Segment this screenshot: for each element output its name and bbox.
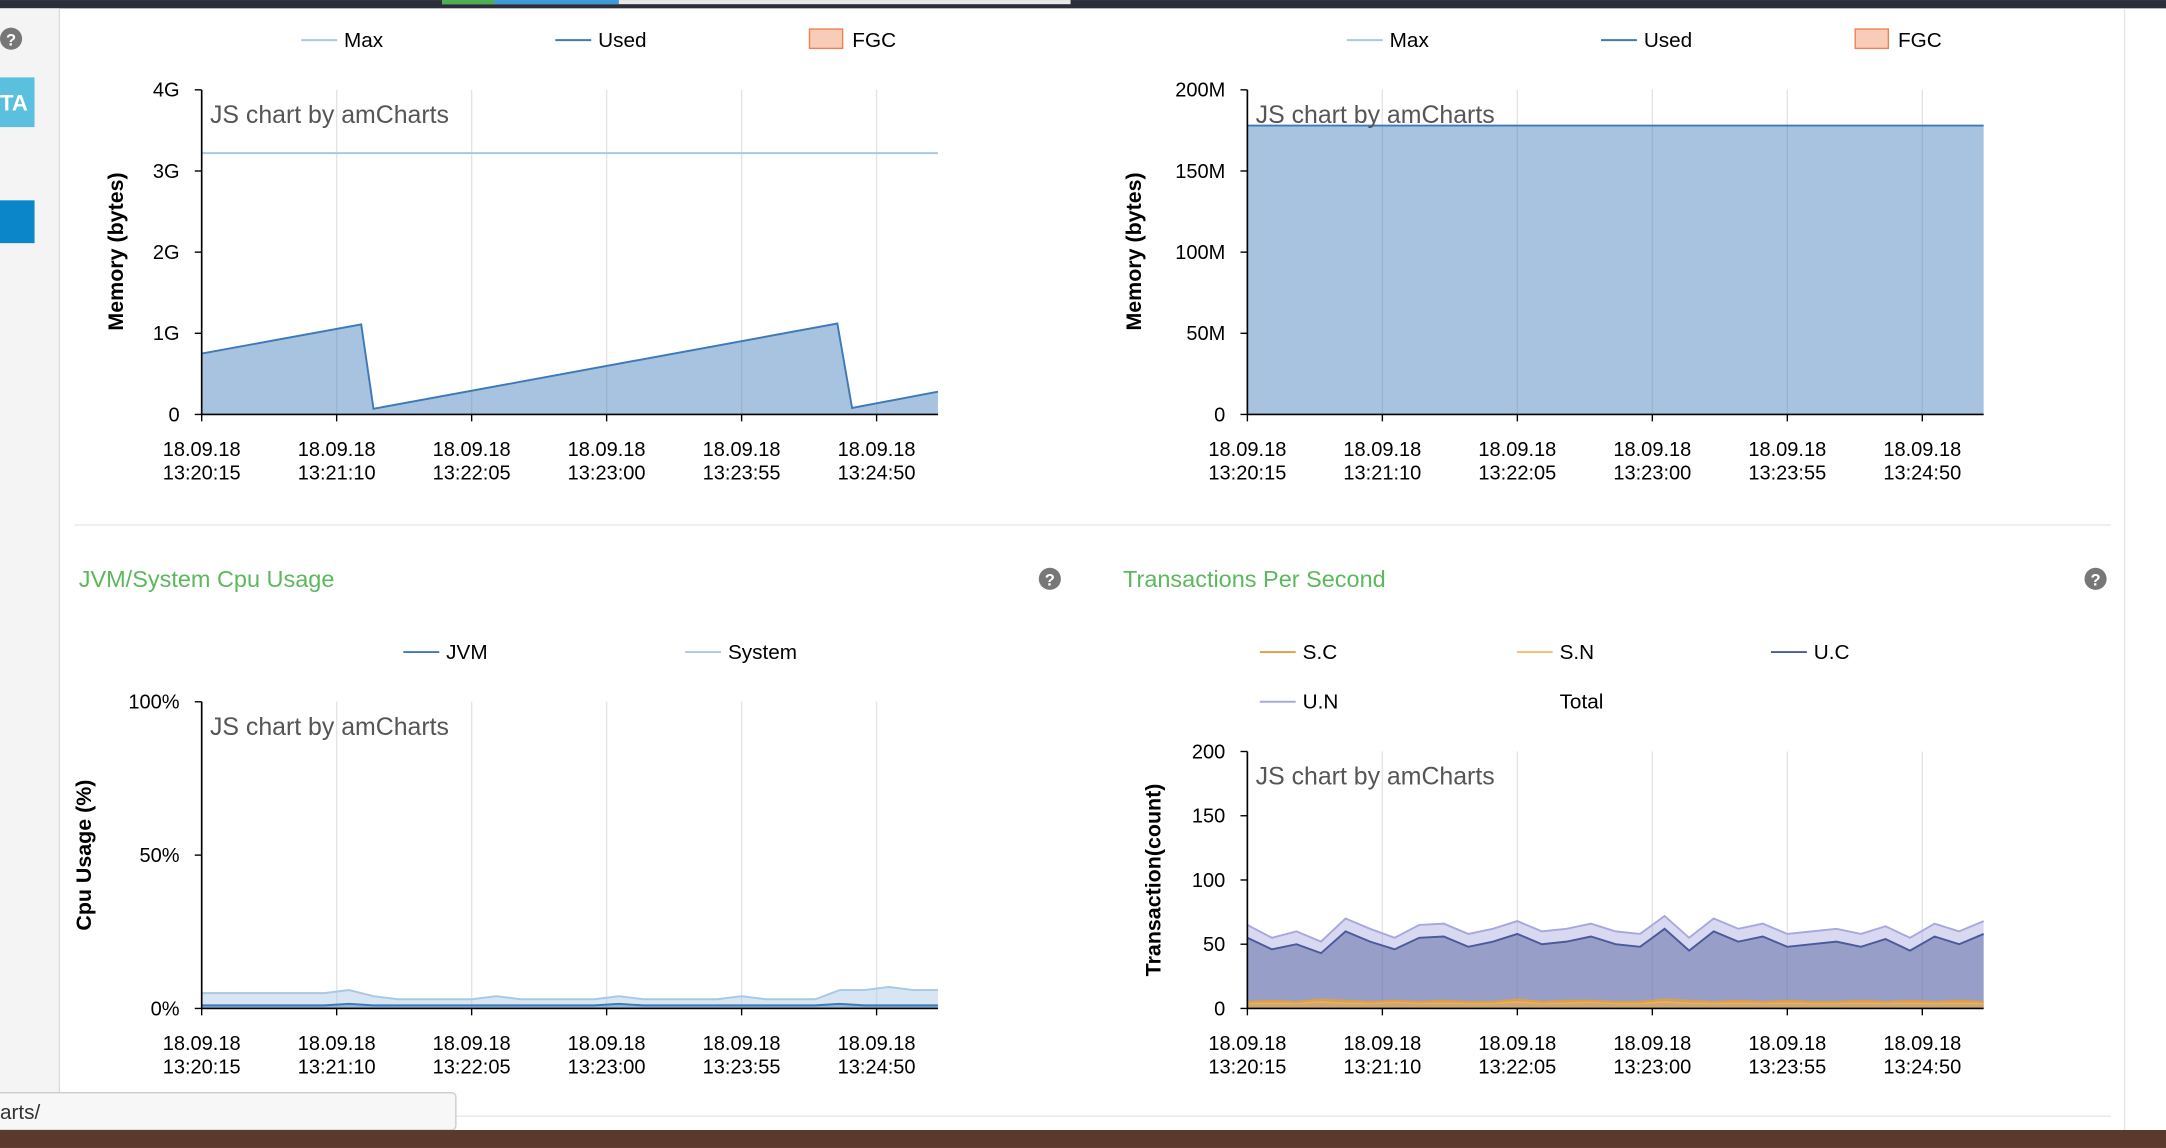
y-tick-label: 50: [1203, 934, 1225, 956]
badge-text: TA: [0, 91, 28, 116]
series-line: [201, 1002, 938, 1007]
y-tick-label: 4G: [153, 80, 180, 102]
legend-marker: [1854, 28, 1890, 50]
y-tick-label: 200M: [1175, 80, 1225, 102]
legend-label: S.C: [1303, 641, 1338, 664]
y-tick-label: 0: [1214, 404, 1225, 426]
y-axis-title: Cpu Usage (%): [72, 780, 96, 931]
tab-progress: [494, 0, 619, 5]
x-tick-label: 18.09.18 13:24:50: [1883, 439, 1961, 484]
x-tick-label: 18.09.18 13:22:05: [433, 439, 511, 484]
legend-label: Used: [1644, 29, 1692, 52]
x-tick-label: 18.09.18 13:23:00: [568, 1033, 646, 1078]
watermark: JS chart by amCharts: [210, 713, 449, 741]
y-tick-label: 150: [1192, 806, 1225, 828]
y-tick-label: 0%: [151, 998, 180, 1020]
y-tick-label: 200: [1192, 741, 1225, 763]
x-tick-label: 18.09.18 13:20:15: [163, 1033, 241, 1078]
area-fill: [1247, 915, 1984, 1009]
x-tick-label: 18.09.18 13:20:15: [1208, 1033, 1286, 1078]
tab-progress: [442, 0, 495, 5]
legend-label: FGC: [1898, 29, 1942, 52]
x-tick-label: 18.09.18 13:23:55: [703, 1033, 781, 1078]
watermark: JS chart by amCharts: [1256, 763, 1495, 791]
desktop-strip: [0, 1130, 2166, 1148]
help-icon-text: ?: [6, 31, 16, 50]
x-tick-label: 18.09.18 13:21:10: [298, 439, 376, 484]
legend-label: U.N: [1303, 691, 1339, 714]
y-tick-label: 50M: [1186, 323, 1225, 345]
legend-label: Total: [1560, 691, 1604, 714]
series-line: [1246, 914, 1985, 943]
x-tick-label: 18.09.18 13:24:50: [838, 1033, 916, 1078]
help-icon[interactable]: [1038, 567, 1061, 590]
x-tick-label: 18.09.18 13:20:15: [163, 439, 241, 484]
series-line: [201, 322, 939, 410]
x-tick-label: 18.09.18 13:23:00: [568, 439, 646, 484]
y-tick-label: 100%: [128, 692, 179, 714]
sidebar-button[interactable]: [0, 200, 35, 244]
x-tick-label: 18.09.18 13:23:55: [703, 439, 781, 484]
x-tick-label: 18.09.18 13:24:50: [1883, 1033, 1961, 1078]
watermark: JS chart by amCharts: [210, 101, 449, 129]
x-tick-label: 18.09.18 13:20:15: [1208, 439, 1286, 484]
y-tick-label: 150M: [1175, 161, 1225, 183]
y-tick-label: 2G: [153, 242, 180, 264]
x-tick-label: 18.09.18 13:23:00: [1613, 439, 1691, 484]
y-tick-label: 50%: [140, 845, 180, 867]
x-tick-label: 18.09.18 13:23:55: [1748, 1033, 1826, 1078]
x-tick-label: 18.09.18 13:22:05: [1478, 1033, 1556, 1078]
y-tick-label: 100M: [1175, 242, 1225, 264]
status-bar: [0, 1092, 457, 1131]
tab-strip: [442, 0, 1071, 5]
x-tick-label: 18.09.18 13:21:10: [1343, 1033, 1421, 1078]
series-line: [1247, 998, 1984, 1003]
area-fill: [1247, 928, 1984, 1009]
y-tick-label: 3G: [153, 161, 180, 183]
x-tick-label: 18.09.18 13:23:55: [1748, 439, 1826, 484]
y-tick-label: 0: [168, 404, 179, 426]
help-icon[interactable]: [0, 27, 23, 50]
y-tick-label: 100: [1192, 870, 1225, 892]
help-icon-text: ?: [2090, 571, 2100, 590]
series-line: [1246, 927, 1985, 955]
x-tick-label: 18.09.18 13:23:00: [1613, 1033, 1691, 1078]
x-tick-label: 18.09.18 13:22:05: [433, 1033, 511, 1078]
sidebar-badge[interactable]: [0, 77, 35, 128]
legend-label: System: [728, 641, 797, 664]
sidebar: [0, 8, 60, 1148]
x-tick-label: 18.09.18 13:21:10: [1343, 439, 1421, 484]
watermark: JS chart by amCharts: [1256, 101, 1495, 129]
series-line: [201, 986, 938, 1001]
help-icon-text: ?: [1045, 571, 1055, 590]
legend-label: S.N: [1560, 641, 1595, 664]
help-icon[interactable]: [2084, 567, 2107, 590]
y-tick-label: 0: [1214, 998, 1225, 1020]
charts: 18.09.18 13:20:15 18.09.18 13:21:10 18.09.18…: [72, 28, 1985, 1078]
legend-label: Max: [344, 29, 384, 52]
x-tick-label: 18.09.18 13:24:50: [838, 439, 916, 484]
status-url: arts/: [0, 1101, 41, 1124]
area-fill: [201, 323, 938, 415]
top-bar: [0, 0, 2166, 9]
x-tick-label: 18.09.18 13:22:05: [1478, 439, 1556, 484]
area-fill: [201, 986, 938, 1009]
legend-marker: [808, 28, 844, 50]
y-axis-title: Memory (bytes): [104, 172, 128, 330]
x-tick-label: 18.09.18 13:21:10: [298, 1033, 376, 1078]
legend-label: JVM: [446, 641, 487, 664]
legend-label: Used: [598, 29, 646, 52]
panel-title: JVM/System Cpu Usage: [79, 566, 335, 592]
y-tick-label: 1G: [153, 323, 180, 345]
series-line: [1247, 1001, 1984, 1005]
legend-label: U.C: [1814, 641, 1850, 664]
legend-label: FGC: [852, 29, 896, 52]
y-axis-title: Memory (bytes): [1122, 172, 1146, 330]
y-axis-title: Transaction(count): [1141, 784, 1165, 977]
area-fill: [1247, 125, 1984, 415]
panel-title: Transactions Per Second: [1123, 566, 1386, 592]
legend-label: Max: [1390, 29, 1430, 52]
